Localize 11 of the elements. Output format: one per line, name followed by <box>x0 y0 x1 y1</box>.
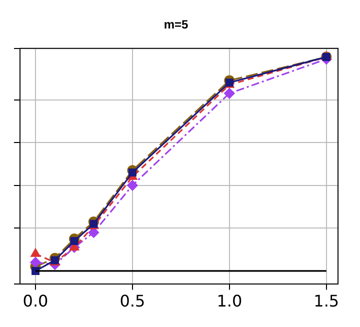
point <box>30 257 41 268</box>
chart-title: m=5 <box>164 18 188 32</box>
point <box>224 88 235 99</box>
point <box>127 180 138 191</box>
x-tick-label: 0.0 <box>22 292 48 311</box>
point <box>70 237 78 245</box>
x-tick-label: 0.5 <box>120 292 146 311</box>
point <box>128 168 136 176</box>
x-tick-label: 1.5 <box>314 292 340 311</box>
x-tick-label: 1.0 <box>216 292 242 311</box>
point <box>30 248 40 257</box>
